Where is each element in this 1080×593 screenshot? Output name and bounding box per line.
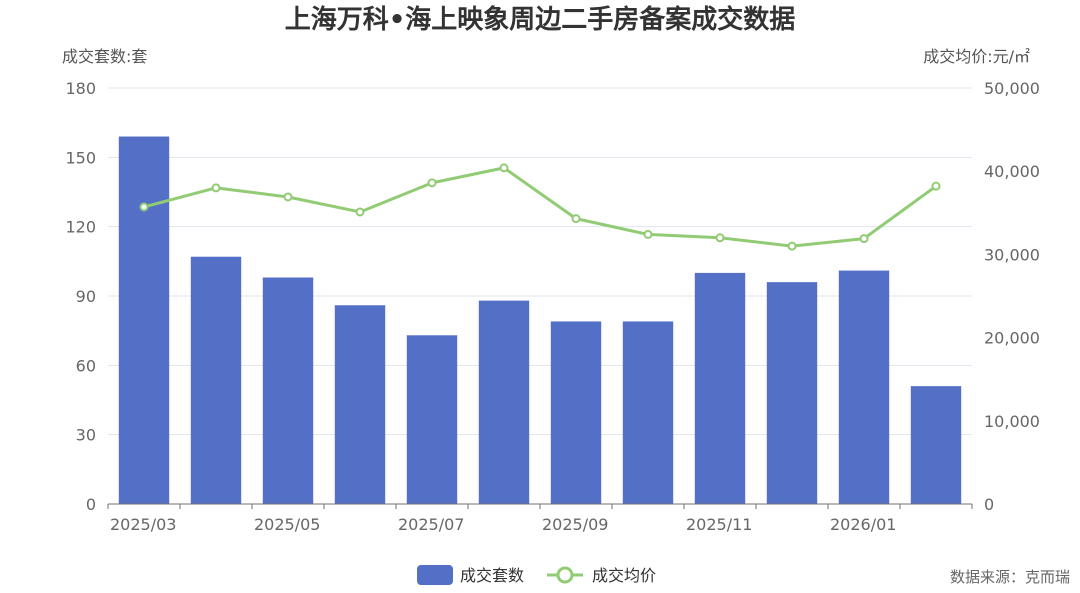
line-series — [139, 163, 941, 251]
legend-label-line: 成交均价 — [592, 566, 656, 585]
price-point — [787, 241, 797, 251]
bar — [334, 305, 386, 504]
legend-line-marker — [556, 566, 574, 584]
price-point — [355, 207, 365, 217]
y-left-tick-label: 180 — [65, 79, 96, 98]
x-tick-label: 2025/03 — [110, 515, 176, 534]
x-tick-label: 2025/09 — [542, 515, 608, 534]
x-axis: 2025/03 2025/05 2025/07 2025/09 2025/11 2026/… — [107, 503, 973, 534]
y-right-tick-label: 40,000 — [984, 162, 1040, 181]
y-left-tick-label: 60 — [76, 356, 96, 375]
price-point — [283, 192, 293, 202]
y-left-tick-label: 30 — [76, 426, 96, 445]
y-right-tick-label: 50,000 — [984, 79, 1040, 98]
y-left-ticks: 0 30 60 90 120 150 180 — [65, 79, 96, 514]
x-tick-label: 2025/11 — [686, 515, 752, 534]
y-right-tick-label: 10,000 — [984, 412, 1040, 431]
legend-bar-swatch — [417, 565, 453, 585]
price-point — [499, 163, 509, 173]
y-right-tick-label: 30,000 — [984, 245, 1040, 264]
source-note: 数据来源：克而瑞 — [950, 568, 1070, 586]
y-left-tick-label: 90 — [76, 287, 96, 306]
bar — [766, 282, 818, 504]
y-left-tick-label: 120 — [65, 218, 96, 237]
price-line — [143, 166, 937, 248]
bar — [406, 335, 458, 504]
price-point — [643, 229, 653, 239]
bar — [262, 277, 314, 504]
price-point — [715, 233, 725, 243]
y-right-tick-label: 20,000 — [984, 329, 1040, 348]
bar — [622, 321, 674, 504]
x-tick-label: 2025/05 — [254, 515, 320, 534]
x-tick-label: 2025/07 — [398, 515, 464, 534]
price-point — [211, 183, 221, 193]
y-right-ticks: 0 10,000 20,000 30,000 40,000 50,000 — [984, 79, 1040, 514]
price-point — [427, 178, 437, 188]
price-point — [139, 202, 149, 212]
bar — [694, 272, 746, 504]
x-tick-label: 2026/01 — [830, 515, 896, 534]
y-left-tick-label: 0 — [86, 495, 96, 514]
bar — [478, 300, 530, 504]
legend-label-bar: 成交套数 — [460, 566, 524, 585]
y-left-axis-label: 成交套数:套 — [62, 47, 147, 66]
bar — [550, 321, 602, 504]
bar-series — [118, 136, 962, 505]
y-right-tick-label: 0 — [984, 495, 994, 514]
y-right-axis-label: 成交均价:元/㎡ — [923, 47, 1030, 66]
grid-lines — [108, 87, 972, 436]
bar — [910, 386, 962, 504]
price-point — [571, 214, 581, 224]
y-left-tick-label: 150 — [65, 148, 96, 167]
price-point — [931, 181, 941, 191]
bar — [190, 256, 242, 504]
bar — [838, 270, 890, 504]
price-point — [859, 234, 869, 244]
legend: 成交套数 成交均价 — [417, 565, 656, 585]
chart-title: 上海万科•海上映象周边二手房备案成交数据 — [285, 4, 796, 35]
bar — [118, 136, 170, 505]
